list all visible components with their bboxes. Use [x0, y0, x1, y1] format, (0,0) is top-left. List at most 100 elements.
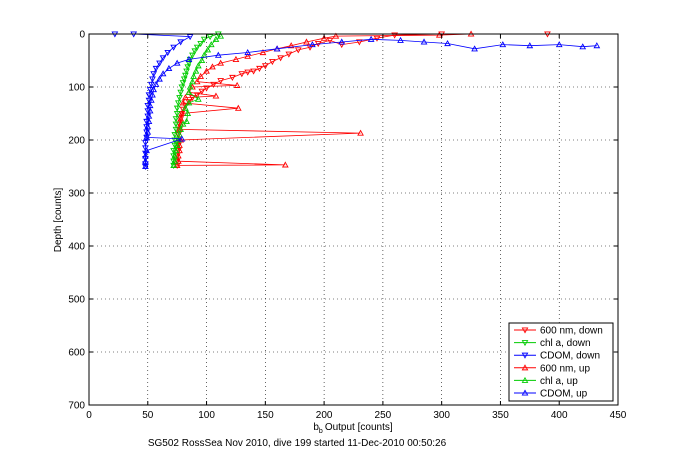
data-point: [207, 41, 215, 48]
data-point: [357, 129, 364, 136]
data-point: [146, 87, 154, 94]
data-point: [184, 109, 192, 117]
data-point: [203, 85, 210, 92]
data-point: [174, 152, 182, 159]
data-point: [142, 140, 149, 147]
data-point: [238, 71, 246, 78]
legend-item: chl a, down: [514, 338, 591, 349]
data-point: [189, 78, 196, 85]
data-point: [177, 39, 185, 46]
tick-layer: 0 50 100 150 200 250 300 350 400 450 0 100 200 300 400…: [68, 30, 626, 422]
x-axis-label-main: Output [counts]: [325, 422, 393, 433]
legend-marker: [521, 340, 529, 347]
data-point: [209, 63, 216, 70]
data-point: [183, 117, 190, 124]
data-point: [179, 80, 187, 87]
data-point: [170, 148, 178, 155]
data-point: [146, 102, 154, 109]
data-point: [172, 121, 180, 128]
data-point: [397, 36, 404, 43]
data-point: [152, 65, 160, 72]
data-point: [178, 84, 186, 91]
data-point: [172, 116, 180, 123]
series-line: [145, 38, 597, 167]
data-point: [143, 118, 150, 125]
data-point: [150, 71, 158, 78]
series-4: [170, 32, 225, 168]
data-point: [189, 52, 196, 59]
data-point: [420, 38, 428, 45]
data-point: [210, 81, 217, 88]
data-point: [294, 47, 302, 54]
data-point: [217, 78, 225, 85]
data-point: [144, 128, 152, 135]
data-point: [281, 161, 289, 168]
data-point: [171, 142, 179, 149]
data-point: [164, 50, 172, 57]
data-point: [193, 92, 201, 99]
data-point: [206, 34, 214, 41]
data-point: [173, 161, 181, 168]
data-point: [444, 40, 451, 47]
data-point: [177, 125, 185, 132]
data-point: [173, 141, 181, 148]
data-point: [256, 65, 263, 72]
data-point: [142, 152, 149, 159]
data-point: [177, 89, 185, 96]
data-point: [186, 34, 194, 41]
data-point: [146, 107, 154, 114]
data-point: [145, 117, 153, 124]
data-point: [171, 152, 179, 159]
data-point: [176, 131, 183, 138]
data-point: [234, 104, 242, 111]
data-point: [338, 38, 346, 45]
data-point: [171, 137, 179, 144]
legend-item: 600 nm, up: [514, 363, 590, 374]
data-point: [142, 157, 149, 164]
x-axis-label-subscript: b: [319, 428, 323, 435]
data-point: [593, 42, 601, 49]
data-point: [156, 60, 163, 67]
data-point: [194, 95, 202, 102]
x-tick-label: 0: [86, 410, 92, 421]
data-point: [326, 37, 334, 44]
legend-label: 600 nm, up: [540, 363, 590, 374]
data-point: [143, 133, 150, 140]
legend-label: chl a, up: [540, 376, 578, 387]
data-point: [471, 45, 478, 52]
data-point: [269, 59, 276, 66]
data-point: [198, 88, 206, 95]
legend-marker: [521, 364, 529, 371]
data-point: [526, 42, 534, 49]
data-point: [152, 80, 160, 87]
data-point: [184, 64, 192, 71]
x-tick-label: 250: [375, 410, 392, 421]
data-point: [308, 41, 316, 48]
data-point: [435, 31, 443, 38]
data-point: [173, 59, 181, 66]
x-tick-label: 300: [433, 410, 450, 421]
data-point: [212, 35, 220, 42]
data-point: [165, 64, 173, 71]
legend-item: CDOM, up: [514, 389, 588, 400]
y-tick-label: 600: [68, 348, 85, 359]
figure-caption: SG502 RossSea Nov 2010, dive 199 started…: [148, 438, 447, 449]
data-point: [185, 99, 193, 106]
data-point: [173, 105, 181, 112]
data-point: [159, 55, 167, 62]
series-5: [142, 35, 601, 170]
data-point: [185, 88, 193, 95]
data-point: [287, 42, 295, 49]
y-tick-label: 300: [68, 189, 85, 200]
data-point: [178, 109, 186, 117]
series-line: [177, 33, 472, 166]
data-point: [142, 150, 149, 157]
x-tick-label: 450: [610, 410, 627, 421]
x-tick-label: 150: [257, 410, 274, 421]
data-point: [147, 81, 155, 88]
data-point: [244, 69, 252, 76]
data-point: [171, 132, 179, 139]
